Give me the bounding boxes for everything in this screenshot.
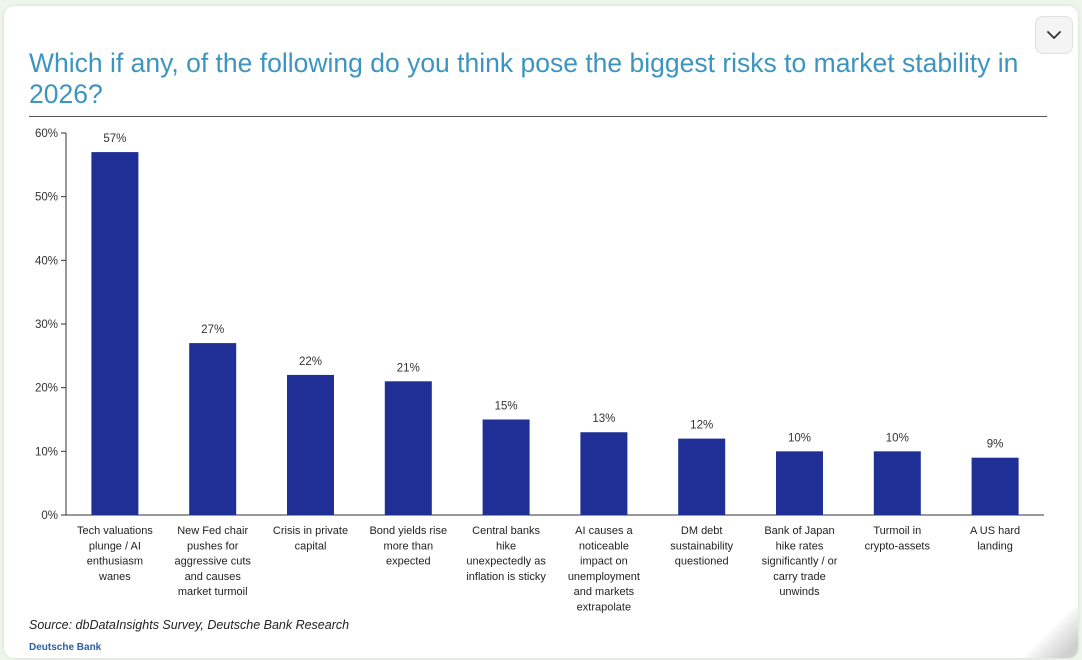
bar xyxy=(873,451,921,515)
bar xyxy=(189,343,237,515)
data-label: 13% xyxy=(592,413,615,425)
y-tick-label: 60% xyxy=(35,128,58,140)
data-label: 12% xyxy=(690,420,713,432)
data-label: 22% xyxy=(299,356,322,368)
x-tick-label: Crisis in private capital xyxy=(273,525,348,552)
x-tick-label: New Fed chair pushes for aggressive cuts an… xyxy=(174,525,251,598)
y-tick-label: 30% xyxy=(35,319,58,331)
bar xyxy=(91,152,139,515)
bar xyxy=(384,381,432,515)
data-label: 27% xyxy=(201,324,224,336)
x-tick-label: Tech valuations plunge / AI enthusiasm wane… xyxy=(77,525,153,583)
x-tick-label: Bank of Japan hike rates significantly / o… xyxy=(762,525,838,598)
bar-chart: 0% 10% 20% 30% 40% 50% 60% 57% Tech valuations pl… xyxy=(35,128,1044,614)
y-tick-label: 20% xyxy=(35,383,58,395)
brand-footer: Deutsche Bank xyxy=(29,642,102,653)
y-tick-label: 0% xyxy=(41,510,58,522)
x-tick-label: DM debt sustainability questioned xyxy=(670,525,733,568)
data-label: 57% xyxy=(103,133,126,145)
data-label: 15% xyxy=(495,401,518,413)
bar xyxy=(678,438,726,515)
chevron-down-icon xyxy=(1047,30,1061,39)
data-label: 10% xyxy=(788,432,811,444)
data-label: 21% xyxy=(397,362,420,374)
bar xyxy=(971,457,1019,515)
title-divider xyxy=(29,116,1047,117)
x-tick-label: Turmoil in crypto-assets xyxy=(865,525,931,552)
bar xyxy=(580,432,628,515)
y-tick-label: 50% xyxy=(35,192,58,204)
data-label: 10% xyxy=(886,432,909,444)
collapse-button[interactable] xyxy=(1035,16,1073,54)
x-tick-label: AI causes a noticeable impact on unemployme… xyxy=(568,525,640,614)
bar xyxy=(482,419,530,515)
bar xyxy=(287,374,334,515)
data-label: 9% xyxy=(987,439,1004,451)
x-tick-label: A US hard landing xyxy=(970,525,1020,552)
x-tick-label: Bond yields rise more than expected xyxy=(369,525,447,568)
chart-title: Which if any, of the following do you th… xyxy=(29,48,1019,109)
y-tick-label: 40% xyxy=(35,255,58,267)
x-tick-label: Central banks hike unexpectedly as inflatio… xyxy=(466,525,546,583)
source-note: Source: dbDataInsights Survey, Deutsche … xyxy=(29,618,350,632)
bar xyxy=(776,451,823,515)
y-tick-label: 10% xyxy=(35,446,58,458)
chart-card: Which if any, of the following do you th… xyxy=(4,6,1078,658)
